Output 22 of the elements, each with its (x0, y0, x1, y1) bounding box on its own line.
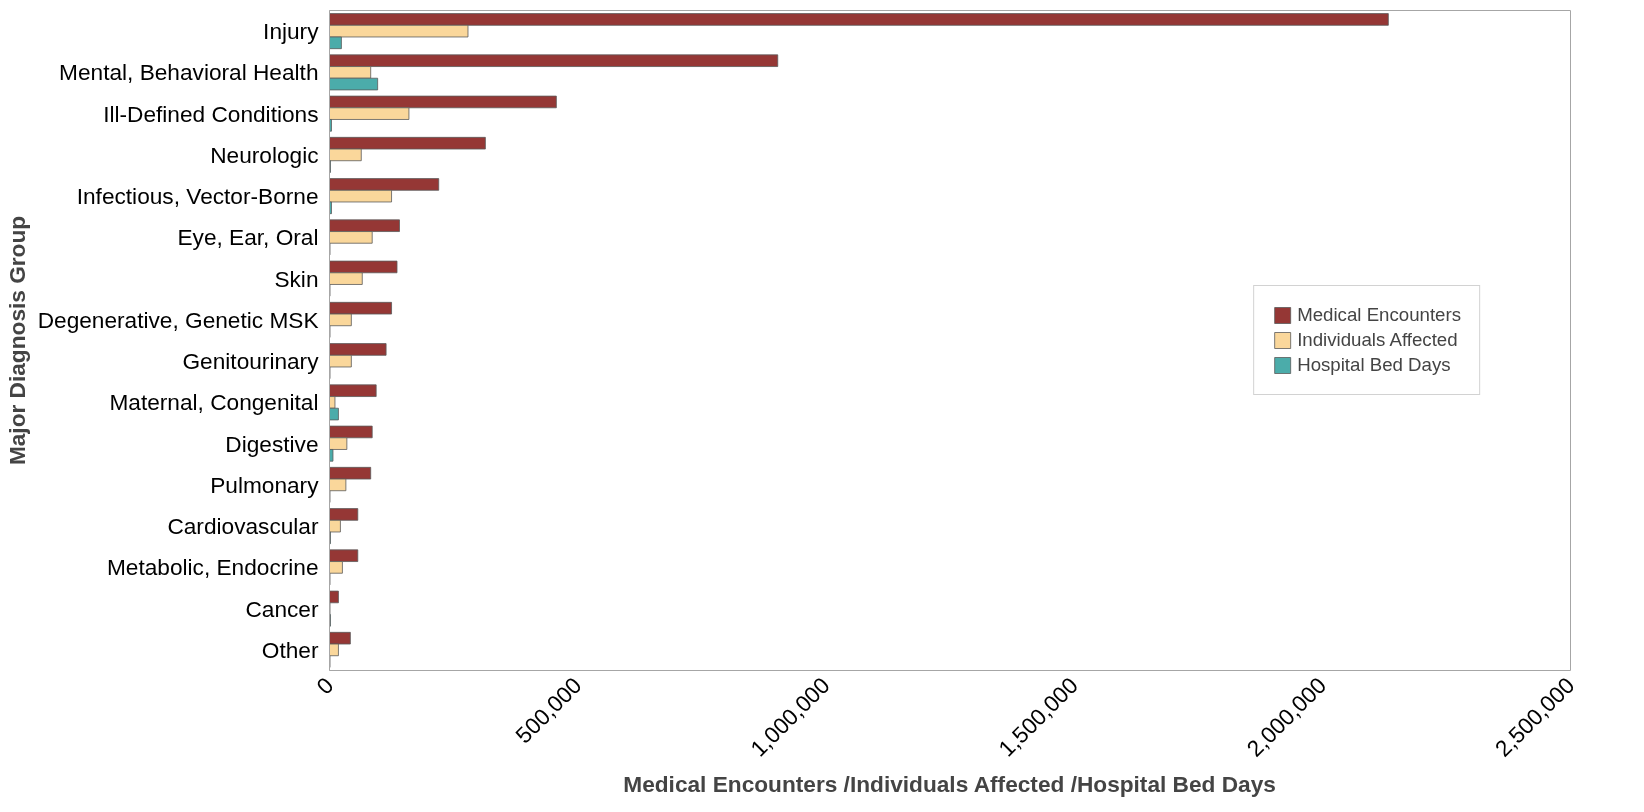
y-tick-label: Metabolic, Endocrine (106, 554, 319, 581)
legend-label: Medical Encounters (1297, 304, 1461, 326)
y-tick-label: Injury (263, 18, 320, 45)
y-tick-label: Eye, Ear, Oral (177, 224, 319, 251)
y-tick-label: Genitourinary (182, 348, 320, 375)
y-tick-label: Digestive (225, 430, 319, 457)
legend-label: Hospital Bed Days (1297, 354, 1451, 376)
y-tick-label: Degenerative, Genetic MSK (37, 306, 319, 333)
y-tick-label: Other (261, 636, 319, 663)
y-tick-label: Skin (274, 265, 319, 292)
y-tick-label: Pulmonary (210, 471, 320, 498)
y-axis-title: Major Diagnosis Group (3, 215, 30, 466)
x-axis-title: Medical Encounters /Individuals Affected /Hospital Bed Days (623, 771, 1276, 798)
y-tick-label: Maternal, Congenital (109, 389, 319, 416)
legend-label: Individuals Affected (1297, 329, 1458, 351)
y-tick-label: Cancer (245, 595, 319, 622)
y-tick-label: Neurologic (210, 141, 319, 168)
y-tick-label: Infectious, Vector-Borne (76, 183, 319, 210)
y-tick-label: Mental, Behavioral Health (59, 59, 319, 86)
y-tick-label: Cardiovascular (167, 513, 319, 540)
x-tick-label: 0 (311, 671, 339, 700)
y-tick-label: Ill-Defined Conditions (103, 100, 319, 127)
